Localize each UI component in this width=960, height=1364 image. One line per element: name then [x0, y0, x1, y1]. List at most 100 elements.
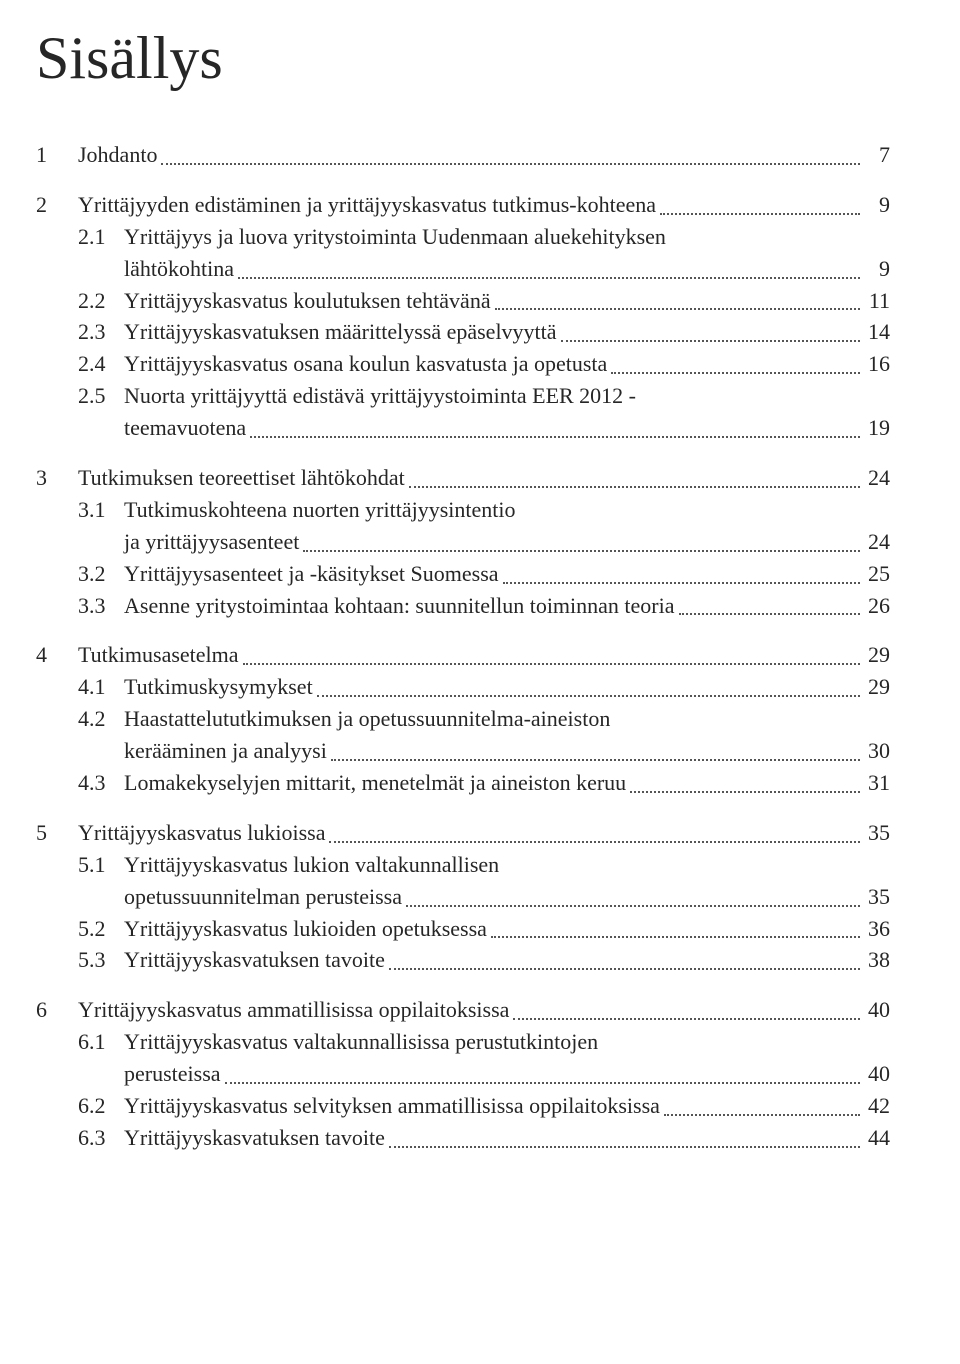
toc-page-number: 25 [864, 558, 890, 590]
toc-sub-number: 6.3 [78, 1122, 124, 1154]
toc-section-row: 4Tutkimusasetelma29 [36, 639, 890, 671]
toc-sub-number: 4.3 [78, 767, 124, 799]
toc-sub-number: 2.2 [78, 285, 124, 317]
toc-section: 1Johdanto 7 [36, 139, 890, 171]
toc-sub-label: Tutkimuskohteena nuorten yrittäjyysinten… [124, 494, 516, 526]
toc-page-number: 16 [864, 348, 890, 380]
toc-sub-label-cont: ja yrittäjyysasenteet [124, 526, 299, 558]
toc-leader [243, 663, 860, 665]
toc-sub-label: Yrittäjyyskasvatuksen tavoite [124, 1122, 385, 1154]
toc-sub-cont-row: kerääminen ja analyysi 30 [36, 735, 890, 767]
toc-section-number: 1 [36, 139, 78, 171]
toc-sub-row: 5.2Yrittäjyyskasvatus lukioiden opetukse… [36, 913, 890, 945]
toc-leader [225, 1082, 860, 1084]
toc-sub-label-cont: lähtökohtina [124, 253, 234, 285]
toc-sub-cont-row: perusteissa40 [36, 1058, 890, 1090]
toc-section: 5Yrittäjyyskasvatus lukioissa355.1Yrittä… [36, 817, 890, 976]
toc-sub-label: Yrittäjyyskasvatus osana koulun kasvatus… [124, 348, 607, 380]
toc-sub-number: 2.5 [78, 380, 124, 412]
toc-sub-row: 6.1Yrittäjyyskasvatus valtakunnallisissa… [36, 1026, 890, 1058]
toc-leader [513, 1018, 860, 1020]
toc-sub-row: 4.3Lomakekyselyjen mittarit, menetelmät … [36, 767, 890, 799]
toc-page-number: 40 [864, 1058, 890, 1090]
toc-sub-row: 3.1Tutkimuskohteena nuorten yrittäjyysin… [36, 494, 890, 526]
toc-sub-label: Tutkimuskysymykset [124, 671, 313, 703]
toc-sub-number: 4.2 [78, 703, 124, 735]
toc-sub-label: Yrittäjyyskasvatus lukion valtakunnallis… [124, 849, 499, 881]
toc-leader [495, 308, 860, 310]
toc-leader [409, 486, 860, 488]
toc-section: 6Yrittäjyyskasvatus ammatillisissa oppil… [36, 994, 890, 1153]
toc-sub-cont-row: teemavuotena 19 [36, 412, 890, 444]
toc-leader [406, 905, 860, 907]
toc-sub-row: 2.2Yrittäjyyskasvatus koulutuksen tehtäv… [36, 285, 890, 317]
toc-page-number: 42 [864, 1090, 890, 1122]
toc-sub-row: 4.1Tutkimuskysymykset 29 [36, 671, 890, 703]
toc-sub-label: Haastattelututkimuksen ja opetussuunnite… [124, 703, 610, 735]
toc-leader [303, 550, 860, 552]
toc-section-row: 5Yrittäjyyskasvatus lukioissa35 [36, 817, 890, 849]
toc-page-number: 31 [864, 767, 890, 799]
toc-section-label: Tutkimusasetelma [78, 639, 239, 671]
toc-sub-row: 2.3Yrittäjyyskasvatuksen määrittelyssä e… [36, 316, 890, 348]
toc-leader [491, 936, 860, 938]
toc-sub-number: 4.1 [78, 671, 124, 703]
toc-page-number: 35 [864, 881, 890, 913]
toc-sub-number: 2.4 [78, 348, 124, 380]
toc-section-label: Yrittäjyyskasvatus ammatillisissa oppila… [78, 994, 509, 1026]
toc-page-number: 24 [864, 462, 890, 494]
toc-section: 3Tutkimuksen teoreettiset lähtökohdat243… [36, 462, 890, 621]
toc-sub-label: Yrittäjyys ja luova yritystoiminta Uuden… [124, 221, 666, 253]
toc-page-number: 19 [864, 412, 890, 444]
toc-sub-number: 5.1 [78, 849, 124, 881]
toc-sub-label: Lomakekyselyjen mittarit, menetelmät ja … [124, 767, 626, 799]
toc-leader [317, 695, 860, 697]
toc-leader [679, 613, 860, 615]
toc-sub-row: 5.3Yrittäjyyskasvatuksen tavoite38 [36, 944, 890, 976]
toc-sub-label-cont: teemavuotena [124, 412, 246, 444]
toc-sub-label: Yrittäjyysasenteet ja -käsitykset Suomes… [124, 558, 499, 590]
toc-sub-number: 3.1 [78, 494, 124, 526]
toc-leader [389, 1146, 860, 1148]
toc-sub-number: 3.3 [78, 590, 124, 622]
toc-page-number: 11 [864, 285, 890, 317]
toc-sub-label: Yrittäjyyskasvatuksen tavoite [124, 944, 385, 976]
toc-leader [561, 340, 860, 342]
toc-sub-label: Yrittäjyyskasvatus selvityksen ammatilli… [124, 1090, 660, 1122]
toc-page-number: 29 [864, 671, 890, 703]
toc-section-number: 4 [36, 639, 78, 671]
toc-leader [660, 213, 860, 215]
toc-section-number: 6 [36, 994, 78, 1026]
toc-sub-number: 3.2 [78, 558, 124, 590]
toc-leader [238, 277, 860, 279]
toc-sub-row: 2.5Nuorta yrittäjyyttä edistävä yrittäjy… [36, 380, 890, 412]
toc-leader [389, 968, 860, 970]
toc-section-row: 2Yrittäjyyden edistäminen ja yrittäjyysk… [36, 189, 890, 221]
toc-section-label: Johdanto [78, 139, 157, 171]
toc-section-row: 1Johdanto 7 [36, 139, 890, 171]
toc-sub-label: Yrittäjyyskasvatuksen määrittelyssä epäs… [124, 316, 557, 348]
toc-page-number: 26 [864, 590, 890, 622]
toc-sub-number: 2.1 [78, 221, 124, 253]
toc-sub-row: 2.1Yrittäjyys ja luova yritystoiminta Uu… [36, 221, 890, 253]
toc-sub-label-cont: kerääminen ja analyysi [124, 735, 327, 767]
toc-sub-label: Yrittäjyyskasvatus koulutuksen tehtävänä [124, 285, 491, 317]
toc-page-number: 14 [864, 316, 890, 348]
toc-page-number: 7 [864, 139, 890, 171]
toc-sub-row: 5.1Yrittäjyyskasvatus lukion valtakunnal… [36, 849, 890, 881]
toc-page-number: 24 [864, 526, 890, 558]
toc-section-label: Yrittäjyyden edistäminen ja yrittäjyyska… [78, 189, 656, 221]
toc-sub-row: 6.2Yrittäjyyskasvatus selvityksen ammati… [36, 1090, 890, 1122]
toc-leader [161, 163, 860, 165]
toc-leader [611, 372, 860, 374]
page-title: Sisällys [36, 24, 890, 93]
toc-page-number: 9 [864, 253, 890, 285]
toc-page-number: 30 [864, 735, 890, 767]
toc-page-number: 36 [864, 913, 890, 945]
toc-leader [664, 1114, 860, 1116]
table-of-contents: 1Johdanto 7 2Yrittäjyyden edistäminen ja y… [36, 139, 890, 1154]
toc-section-number: 2 [36, 189, 78, 221]
toc-section: 4Tutkimusasetelma294.1Tutkimuskysymykset… [36, 639, 890, 798]
toc-leader [331, 759, 860, 761]
toc-sub-number: 6.1 [78, 1026, 124, 1058]
